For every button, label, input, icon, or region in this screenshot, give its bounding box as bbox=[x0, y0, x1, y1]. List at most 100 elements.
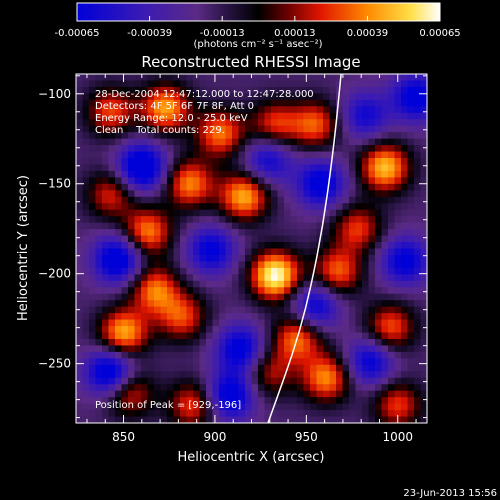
heatmap-cell bbox=[206, 222, 214, 230]
heatmap-cell bbox=[310, 397, 318, 405]
heatmap-cell bbox=[381, 287, 389, 295]
heatmap-cell bbox=[141, 332, 149, 340]
heatmap-cell bbox=[95, 261, 103, 269]
heatmap-cell bbox=[297, 390, 305, 398]
heatmap-cell bbox=[323, 313, 331, 321]
heatmap-cell bbox=[277, 267, 285, 275]
heatmap-cell bbox=[388, 293, 396, 301]
heatmap-cell bbox=[316, 319, 324, 327]
heatmap-cell bbox=[245, 138, 253, 146]
heatmap-cell bbox=[206, 338, 214, 347]
heatmap-cell bbox=[225, 119, 233, 127]
heatmap-cell bbox=[394, 313, 402, 321]
heatmap-cell bbox=[167, 170, 175, 178]
heatmap-cell bbox=[420, 112, 427, 120]
heatmap-cell bbox=[284, 112, 292, 120]
heatmap-cell bbox=[206, 416, 214, 423]
heatmap-cell bbox=[147, 235, 155, 243]
heatmap-cell bbox=[121, 190, 129, 198]
heatmap-cell bbox=[401, 248, 409, 256]
heatmap-cell bbox=[238, 293, 246, 301]
heatmap-cell bbox=[212, 99, 220, 107]
heatmap-cell bbox=[310, 358, 318, 366]
heatmap-cell bbox=[316, 248, 324, 256]
heatmap-cell bbox=[310, 216, 318, 224]
heatmap-cell bbox=[154, 287, 162, 295]
heatmap-cell bbox=[232, 261, 240, 269]
heatmap-cell bbox=[186, 300, 194, 308]
heatmap-cell bbox=[225, 74, 233, 82]
heatmap-cell bbox=[290, 410, 298, 418]
heatmap-cell bbox=[258, 125, 266, 133]
heatmap-cell bbox=[95, 164, 103, 172]
heatmap-cell bbox=[258, 280, 266, 288]
heatmap-cell bbox=[420, 267, 427, 275]
heatmap-cell bbox=[388, 326, 396, 334]
heatmap-cell bbox=[401, 351, 409, 359]
heatmap-cell bbox=[414, 300, 422, 308]
heatmap-cell bbox=[401, 364, 409, 372]
heatmap-cell bbox=[245, 125, 253, 133]
heatmap-cell bbox=[316, 416, 324, 423]
heatmap-cell bbox=[388, 351, 396, 359]
heatmap-cell bbox=[115, 209, 123, 217]
x-tick-label: 950 bbox=[295, 430, 318, 444]
heatmap-cell bbox=[167, 261, 175, 269]
heatmap-cell bbox=[134, 222, 142, 230]
heatmap-cell bbox=[173, 209, 181, 217]
heatmap-cell bbox=[160, 397, 168, 405]
heatmap-cell bbox=[245, 119, 253, 127]
heatmap-cell bbox=[199, 86, 207, 94]
heatmap-cell bbox=[147, 416, 155, 423]
heatmap-cell bbox=[303, 364, 311, 372]
heatmap-cell bbox=[394, 177, 402, 185]
heatmap-cell bbox=[310, 261, 318, 269]
heatmap-cell bbox=[225, 274, 233, 282]
heatmap-cell bbox=[407, 112, 415, 120]
heatmap-cell bbox=[154, 416, 162, 423]
heatmap-cell bbox=[95, 112, 103, 120]
heatmap-cell bbox=[225, 203, 233, 211]
heatmap-cell bbox=[232, 190, 240, 198]
heatmap-cell bbox=[271, 125, 279, 133]
heatmap-cell bbox=[388, 267, 396, 275]
heatmap-cell bbox=[310, 403, 318, 411]
heatmap-cell bbox=[336, 300, 344, 308]
heatmap-cell bbox=[342, 177, 350, 185]
heatmap-cell bbox=[264, 242, 272, 250]
heatmap-cell bbox=[141, 190, 149, 198]
heatmap-cell bbox=[212, 119, 220, 127]
heatmap-cell bbox=[167, 119, 175, 127]
heatmap-cell bbox=[102, 403, 110, 411]
heatmap-cell bbox=[102, 106, 110, 114]
heatmap-cell bbox=[160, 313, 168, 321]
heatmap-cell bbox=[134, 209, 142, 217]
heatmap-cell bbox=[180, 345, 188, 353]
heatmap-cell bbox=[95, 267, 103, 275]
heatmap-cell bbox=[102, 293, 110, 301]
heatmap-cell bbox=[199, 390, 207, 398]
heatmap-cell bbox=[160, 410, 168, 418]
heatmap-cell bbox=[329, 261, 337, 269]
heatmap-cell bbox=[258, 338, 266, 347]
heatmap-cell bbox=[141, 242, 149, 250]
heatmap-cell bbox=[225, 287, 233, 295]
heatmap-cell bbox=[121, 416, 129, 423]
heatmap-cell bbox=[154, 248, 162, 256]
heatmap-cell bbox=[232, 216, 240, 224]
heatmap-cell bbox=[89, 138, 97, 146]
heatmap-cell bbox=[121, 351, 129, 359]
heatmap-cell bbox=[141, 261, 149, 269]
heatmap-cell bbox=[141, 151, 149, 159]
heatmap-cell bbox=[323, 345, 331, 353]
heatmap-cell bbox=[232, 274, 240, 282]
heatmap-cell bbox=[303, 196, 311, 204]
heatmap-cell bbox=[290, 242, 298, 250]
heatmap-cell bbox=[238, 364, 246, 372]
heatmap-cell bbox=[199, 125, 207, 133]
heatmap-cell bbox=[160, 338, 168, 347]
heatmap-cell bbox=[342, 384, 350, 392]
heatmap-cell bbox=[388, 106, 396, 114]
heatmap-cell bbox=[368, 125, 376, 133]
heatmap-cell bbox=[193, 338, 201, 347]
